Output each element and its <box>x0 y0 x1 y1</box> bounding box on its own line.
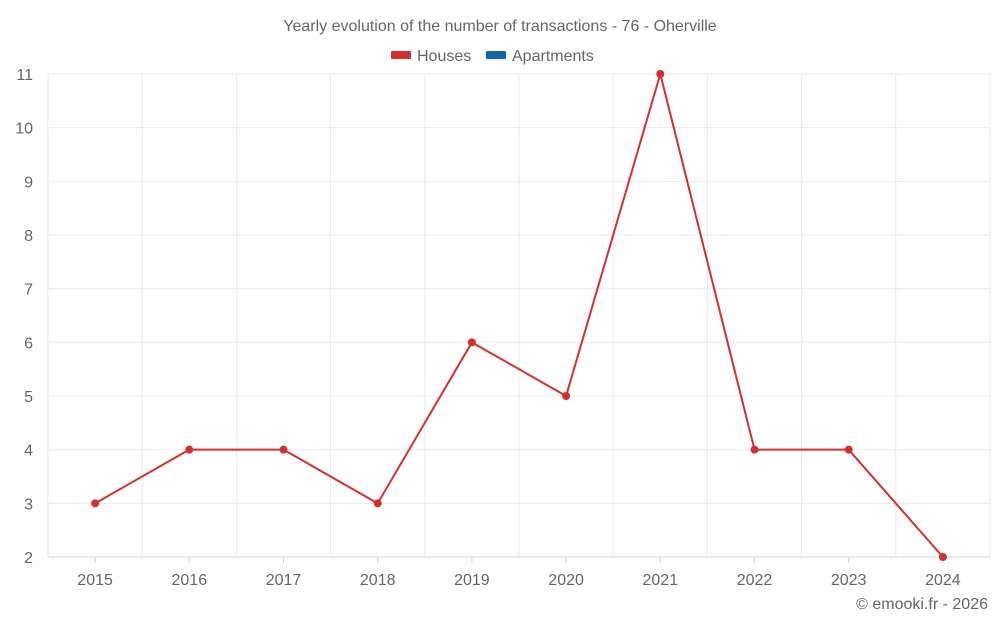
y-tick-label: 7 <box>24 282 33 299</box>
x-tick-label: 2023 <box>831 572 867 589</box>
y-tick-label: 6 <box>24 335 33 352</box>
data-point-houses[interactable] <box>938 553 947 561</box>
chart-credit: © emooki.fr - 2026 <box>856 596 988 613</box>
x-tick-label: 2019 <box>454 572 490 589</box>
legend-label-houses: Houses <box>417 48 471 65</box>
y-tick-label: 10 <box>15 121 33 138</box>
axes <box>48 556 990 563</box>
x-tick-label: 2017 <box>266 572 302 589</box>
data-point-houses[interactable] <box>750 445 759 454</box>
x-tick-label: 2018 <box>360 572 396 589</box>
y-tick-label: 3 <box>24 496 33 513</box>
y-tick-label: 9 <box>24 174 33 191</box>
data-point-houses[interactable] <box>279 445 288 454</box>
data-point-houses[interactable] <box>91 499 100 508</box>
series-lines <box>94 73 944 558</box>
series-line-houses <box>94 73 944 558</box>
data-point-houses[interactable] <box>373 499 382 508</box>
y-tick-label: 8 <box>24 228 33 245</box>
x-tick-label: 2021 <box>643 572 679 589</box>
data-point-houses[interactable] <box>562 392 571 400</box>
legend: Houses Apartments <box>391 48 594 65</box>
x-tick-label: 2015 <box>77 572 113 589</box>
grid-lines <box>47 73 991 557</box>
y-axis-ticks: 2 3 4 5 6 7 8 9 10 11 <box>15 67 33 567</box>
legend-swatch-houses <box>391 51 411 59</box>
y-tick-label: 11 <box>16 67 33 84</box>
x-tick-label: 2022 <box>737 572 773 589</box>
x-tick-label: 2020 <box>548 572 584 589</box>
data-point-houses[interactable] <box>467 338 476 347</box>
chart-title: Yearly evolution of the number of transa… <box>283 18 717 35</box>
series-points <box>91 70 947 561</box>
x-axis-ticks: 2015 2016 2017 2018 2019 2020 2021 2022 2023 2024 <box>77 572 960 589</box>
data-point-houses[interactable] <box>844 445 853 454</box>
legend-label-apartments: Apartments <box>512 48 594 65</box>
x-tick-label: 2016 <box>172 572 208 589</box>
y-tick-label: 4 <box>24 443 33 460</box>
y-tick-label: 2 <box>24 550 33 567</box>
legend-item-apartments[interactable]: Apartments <box>486 48 594 65</box>
data-point-houses[interactable] <box>656 70 665 78</box>
data-point-houses[interactable] <box>185 445 194 454</box>
legend-swatch-apartments <box>486 51 506 59</box>
x-tick-label: 2024 <box>925 572 961 589</box>
y-tick-label: 5 <box>24 389 33 406</box>
legend-item-houses[interactable]: Houses <box>391 48 471 65</box>
